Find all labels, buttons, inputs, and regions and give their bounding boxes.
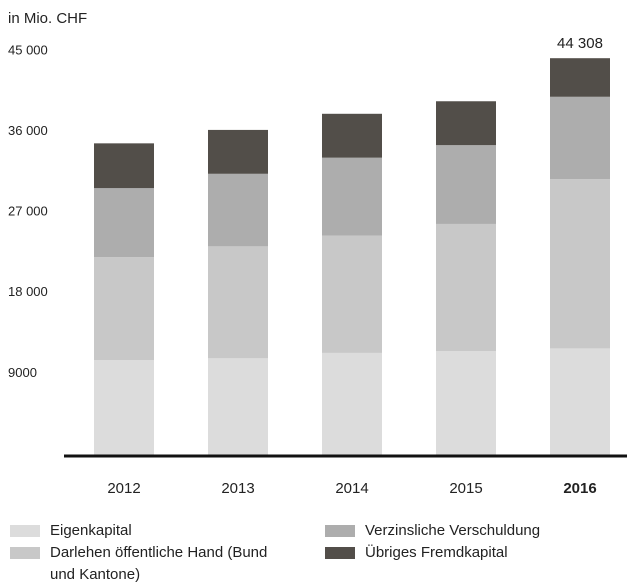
bar-segment xyxy=(550,179,610,349)
legend-label: Übriges Fremdkapital xyxy=(365,544,508,561)
y-tick-label: 36 000 xyxy=(8,123,48,138)
x-tick-label: 2013 xyxy=(221,480,254,497)
total-label: 44 308 xyxy=(557,35,603,52)
bar-segment xyxy=(208,246,268,359)
bar-segment xyxy=(94,257,154,361)
chart: in Mio. CHF 9000 18 000 27 000 36 000 45 000… xyxy=(8,10,627,497)
legend-swatch xyxy=(325,525,355,537)
bar-segment xyxy=(550,348,610,455)
bar-segment xyxy=(208,173,268,247)
y-tick-label: 18 000 xyxy=(8,284,48,299)
bar-segment xyxy=(436,223,496,352)
bar-segment xyxy=(322,113,382,158)
bar-segment xyxy=(550,96,610,180)
legend-label: Verzinsliche Verschuldung xyxy=(365,522,541,539)
bar-segment xyxy=(322,352,382,455)
bar-segment xyxy=(436,145,496,224)
bar-segment xyxy=(94,360,154,455)
legend-swatch xyxy=(10,525,40,537)
x-tick-label: 2015 xyxy=(449,480,482,497)
legend-label: Darlehen öffentliche Hand (Bund und Kant… xyxy=(50,544,268,583)
x-tick-label: 2016 xyxy=(563,480,596,497)
x-tick-label: 2012 xyxy=(107,480,140,497)
legend-swatch xyxy=(325,547,355,559)
bar-segment xyxy=(94,143,154,189)
bar-segment xyxy=(550,58,610,97)
bar-segment xyxy=(436,351,496,455)
legend-swatch xyxy=(10,547,40,559)
bar-segment xyxy=(436,101,496,146)
legend-label: Eigenkapital xyxy=(50,522,132,539)
bar-segment xyxy=(322,157,382,236)
bar-segment xyxy=(208,358,268,455)
bar-segment xyxy=(94,188,154,258)
y-tick-label: 27 000 xyxy=(8,204,48,219)
bar-segment xyxy=(208,129,268,174)
y-tick-label: 9000 xyxy=(8,365,37,380)
y-tick-label: 45 000 xyxy=(8,42,48,57)
bar-segment xyxy=(322,235,382,353)
unit-label: in Mio. CHF xyxy=(8,10,87,27)
x-tick-label: 2014 xyxy=(335,480,368,497)
